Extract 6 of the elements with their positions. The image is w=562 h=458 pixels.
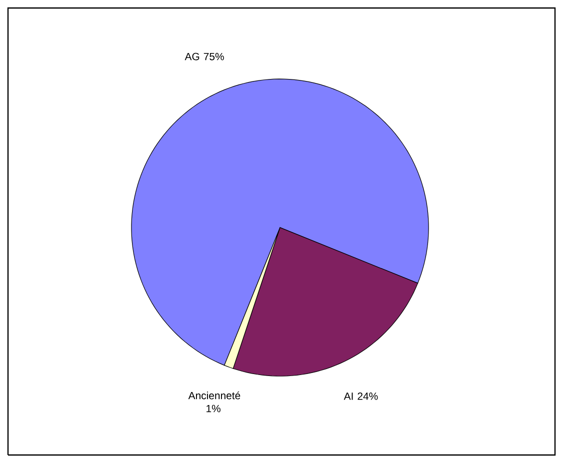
slice-label: AG <box>184 52 200 60</box>
slice-label: Ancienneté <box>188 391 240 400</box>
data-label: 24% <box>358 392 378 400</box>
slice-label: AI <box>344 392 353 400</box>
data-label: 75% <box>204 52 224 60</box>
data-label: 1% <box>206 404 220 412</box>
